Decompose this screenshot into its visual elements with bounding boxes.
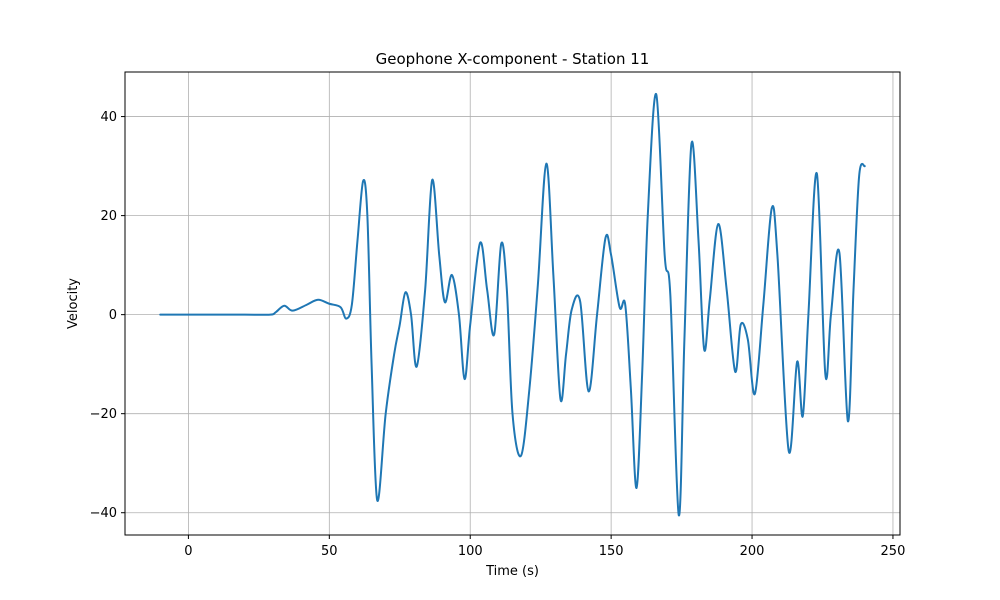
- series-line: [159, 93, 866, 517]
- y-tick-label: 20: [100, 209, 117, 224]
- y-tick-label: 40: [100, 110, 117, 125]
- x-tick-label: 150: [599, 544, 624, 559]
- y-tick-label: −40: [90, 506, 117, 521]
- y-tick-label: 0: [109, 308, 117, 323]
- y-tick-label: −20: [90, 407, 117, 422]
- x-tick-label: 100: [458, 544, 483, 559]
- ticks: 0 50 100 150 200 250 −40 −20 0 20 40: [90, 110, 906, 559]
- x-tick-label: 250: [881, 544, 906, 559]
- x-tick-label: 50: [321, 544, 338, 559]
- x-axis-label: Time (s): [485, 564, 539, 579]
- x-tick-label: 0: [184, 544, 192, 559]
- chart-title: Geophone X-component - Station 11: [376, 50, 650, 68]
- y-axis-label: Velocity: [66, 278, 81, 329]
- series-layer: [159, 93, 866, 517]
- x-tick-label: 200: [740, 544, 765, 559]
- plot-frame: [124, 71, 901, 536]
